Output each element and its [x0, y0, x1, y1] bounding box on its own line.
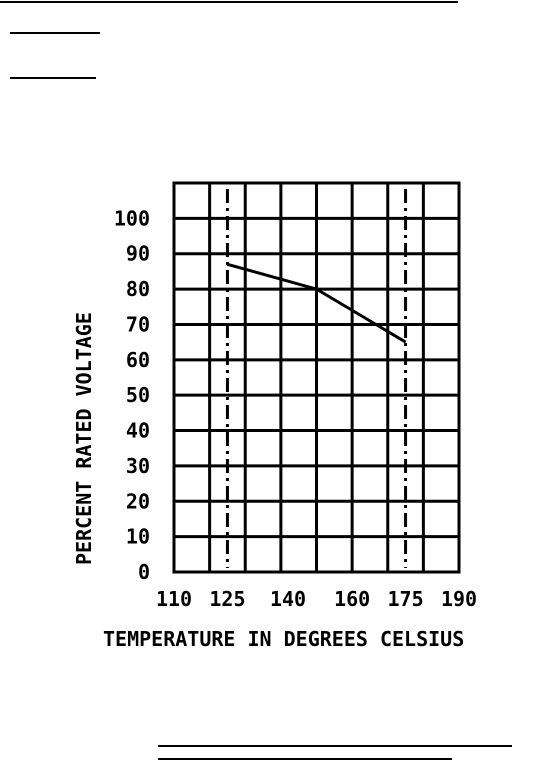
y-tick-labels: 0 10 20 30 40 50 60 70 80 90 100 [114, 206, 150, 584]
series-line-0 [226, 262, 407, 344]
x-tick-labels: 110 125 140 160 175 190 [156, 587, 477, 611]
grid [172, 181, 461, 574]
y-tick-label: 0 [138, 560, 150, 584]
x-tick-label: 110 [156, 587, 192, 611]
y-tick-label: 40 [126, 419, 150, 443]
x-tick-label: 190 [441, 587, 477, 611]
y-tick-label: 80 [126, 277, 150, 301]
x-tick-label: 125 [209, 587, 245, 611]
y-axis-label: PERCENT RATED VOLTAGE [72, 312, 96, 565]
x-axis-label: TEMPERATURE IN DEGREES CELSIUS [103, 627, 464, 651]
plot-area [226, 262, 407, 344]
y-tick-label: 90 [126, 242, 150, 266]
y-tick-label: 50 [126, 383, 150, 407]
x-tick-label: 175 [388, 587, 424, 611]
y-tick-label: 20 [126, 489, 150, 513]
reference-lines [225, 189, 408, 568]
y-tick-label: 70 [126, 312, 150, 336]
decorative-rules [0, 1, 512, 760]
y-tick-label: 60 [126, 348, 150, 372]
x-tick-label: 140 [270, 587, 306, 611]
x-tick-label: 160 [334, 587, 370, 611]
y-tick-label: 10 [126, 525, 150, 549]
y-tick-label: 30 [126, 454, 150, 478]
y-tick-label: 100 [114, 206, 150, 230]
